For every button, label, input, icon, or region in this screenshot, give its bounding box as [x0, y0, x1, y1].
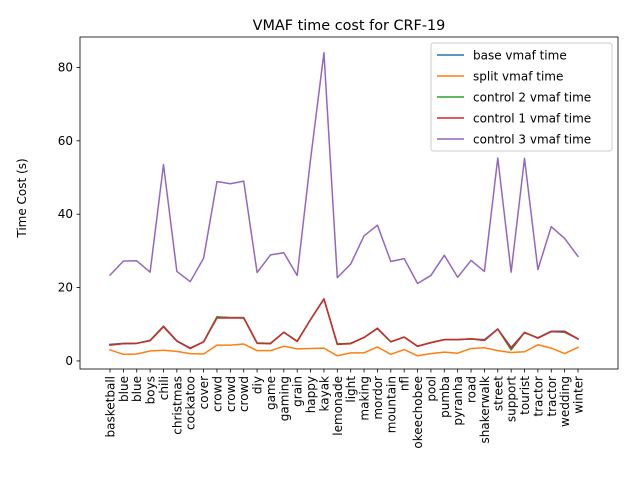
legend-entry: control 2 vmaf time: [473, 90, 591, 104]
x-tick-label: cockatoo: [184, 376, 198, 430]
x-tick-label: street: [491, 376, 505, 411]
x-tick-label: pyranha: [451, 376, 465, 426]
legend-box: [430, 42, 613, 152]
x-tick-label: gaming: [277, 376, 291, 421]
x-tick-label: game: [264, 376, 278, 410]
legend: base vmaf time split vmaf time control 2 v…: [430, 42, 613, 152]
chart-title: VMAF time cost for CRF-19: [253, 18, 446, 34]
x-tick-label: happy: [304, 376, 318, 413]
x-tick-label: crowd: [237, 376, 251, 412]
x-tick-label: boys: [144, 376, 158, 404]
x-tick-label: making: [358, 376, 372, 421]
x-tick-label: tourist: [518, 376, 532, 415]
x-tick-label: chili: [157, 376, 171, 400]
plot-area: [79, 36, 619, 370]
x-tick-label: road: [465, 376, 479, 403]
legend-entry: control 1 vmaf time: [473, 111, 591, 125]
x-tick-label: winter: [572, 376, 586, 414]
x-tick-label: shakerwalk: [478, 376, 492, 444]
x-tick-label: support: [505, 376, 519, 422]
x-tick-label: basketball: [104, 376, 118, 437]
y-tick-label: 60: [58, 134, 73, 148]
series-line-split-vmaf-time: [109, 343, 579, 357]
x-tick-label: diy: [251, 376, 265, 394]
x-axis: basketball blue blue boys chili christmas cock…: [104, 369, 586, 449]
y-tick-label: 20: [58, 281, 73, 295]
x-tick-label: light: [344, 376, 358, 403]
x-tick-label: mordor: [371, 376, 385, 420]
x-tick-label: grain: [291, 376, 305, 407]
series-line-control-3-vmaf-time: [108, 52, 580, 285]
x-tick-label: kayak: [317, 376, 331, 412]
x-tick-label: okeechobee: [411, 376, 425, 449]
x-tick-label: tractor: [545, 376, 559, 417]
legend-entry: split vmaf time: [473, 69, 563, 83]
x-tick-label: blue: [130, 376, 144, 402]
x-tick-label: christmas: [170, 376, 184, 435]
x-tick-label: pumba: [438, 376, 452, 418]
legend-entry: control 3 vmaf time: [473, 132, 591, 146]
x-tick-label: crowd: [210, 376, 224, 412]
axes-frame: [79, 36, 619, 370]
x-tick-label: nfl: [398, 376, 412, 391]
series-lines: [108, 52, 580, 357]
x-tick-label: tractor: [531, 376, 545, 417]
x-tick-label: pool: [424, 376, 438, 402]
y-axis-label: Time Cost (s): [15, 158, 29, 238]
x-tick-label: blue: [117, 376, 131, 402]
y-tick-label: 40: [58, 207, 73, 221]
legend-entry: base vmaf time: [473, 48, 567, 62]
x-tick-label: crowd: [224, 376, 238, 412]
y-tick-label: 0: [65, 354, 73, 368]
x-tick-label: wedding: [558, 376, 572, 427]
x-tick-label: lemonade: [331, 376, 345, 436]
y-tick-label: 80: [58, 60, 73, 74]
x-tick-label: cover: [197, 376, 211, 409]
y-axis: 0 20 40 60 80: [58, 60, 80, 368]
series-line-control-1-vmaf-time: [109, 298, 580, 350]
x-tick-label: mountain: [384, 376, 398, 433]
